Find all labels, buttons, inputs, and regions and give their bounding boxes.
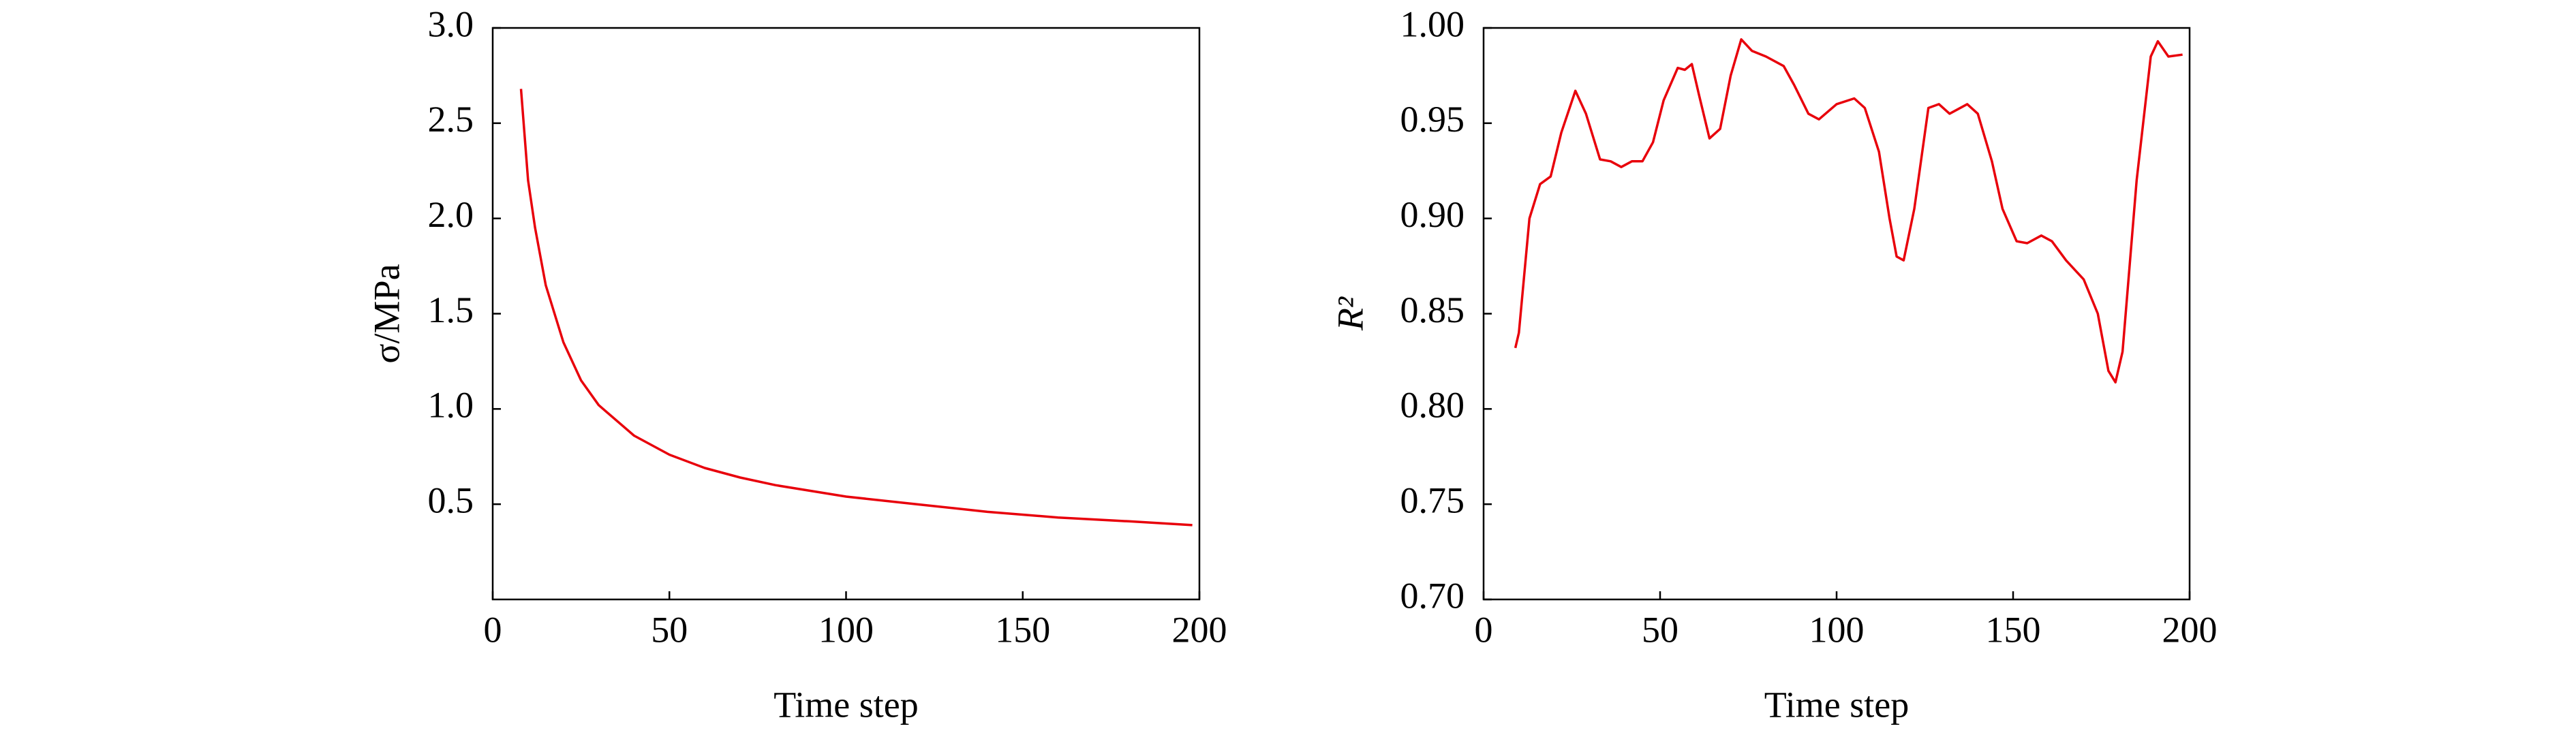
y-axis-label: R² [1330,296,1370,331]
x-tick-label: 50 [651,609,688,650]
y-tick-label: 0.85 [1400,290,1465,330]
x-axis-label: Time step [773,684,919,725]
x-tick-label: 200 [2162,609,2218,650]
data-line [519,89,1193,527]
y-tick-label: 2.0 [428,194,474,235]
y-tick-label: 1.00 [1400,3,1465,44]
y-tick-label: 2.5 [428,99,474,140]
y-tick-label: 1.0 [428,385,474,426]
x-tick-label: 100 [818,609,874,650]
x-tick-label: 0 [484,609,502,650]
x-tick-label: 150 [995,609,1050,650]
plot-frame [1482,27,2191,601]
y-tick-label: 0.70 [1400,575,1465,616]
x-axis-label: Time step [1764,684,1910,725]
y-tick-label: 3.0 [428,3,474,44]
y-tick-label: 1.5 [428,290,474,330]
y-tick-label: 0.95 [1400,99,1465,140]
y-tick-label: 0.90 [1400,194,1465,235]
x-tick-label: 50 [1642,609,1678,650]
y-tick-label: 0.75 [1400,480,1465,521]
plot-frame [491,27,1201,601]
y-axis-label: σ/MPa [366,264,407,363]
x-tick-label: 0 [1475,609,1493,650]
y-tick-label: 0.80 [1400,385,1465,426]
x-tick-label: 150 [1986,609,2041,650]
y-tick-label: 0.5 [428,480,474,521]
x-tick-label: 200 [1172,609,1227,650]
x-tick-label: 100 [1809,609,1865,650]
data-line [1514,38,2183,384]
